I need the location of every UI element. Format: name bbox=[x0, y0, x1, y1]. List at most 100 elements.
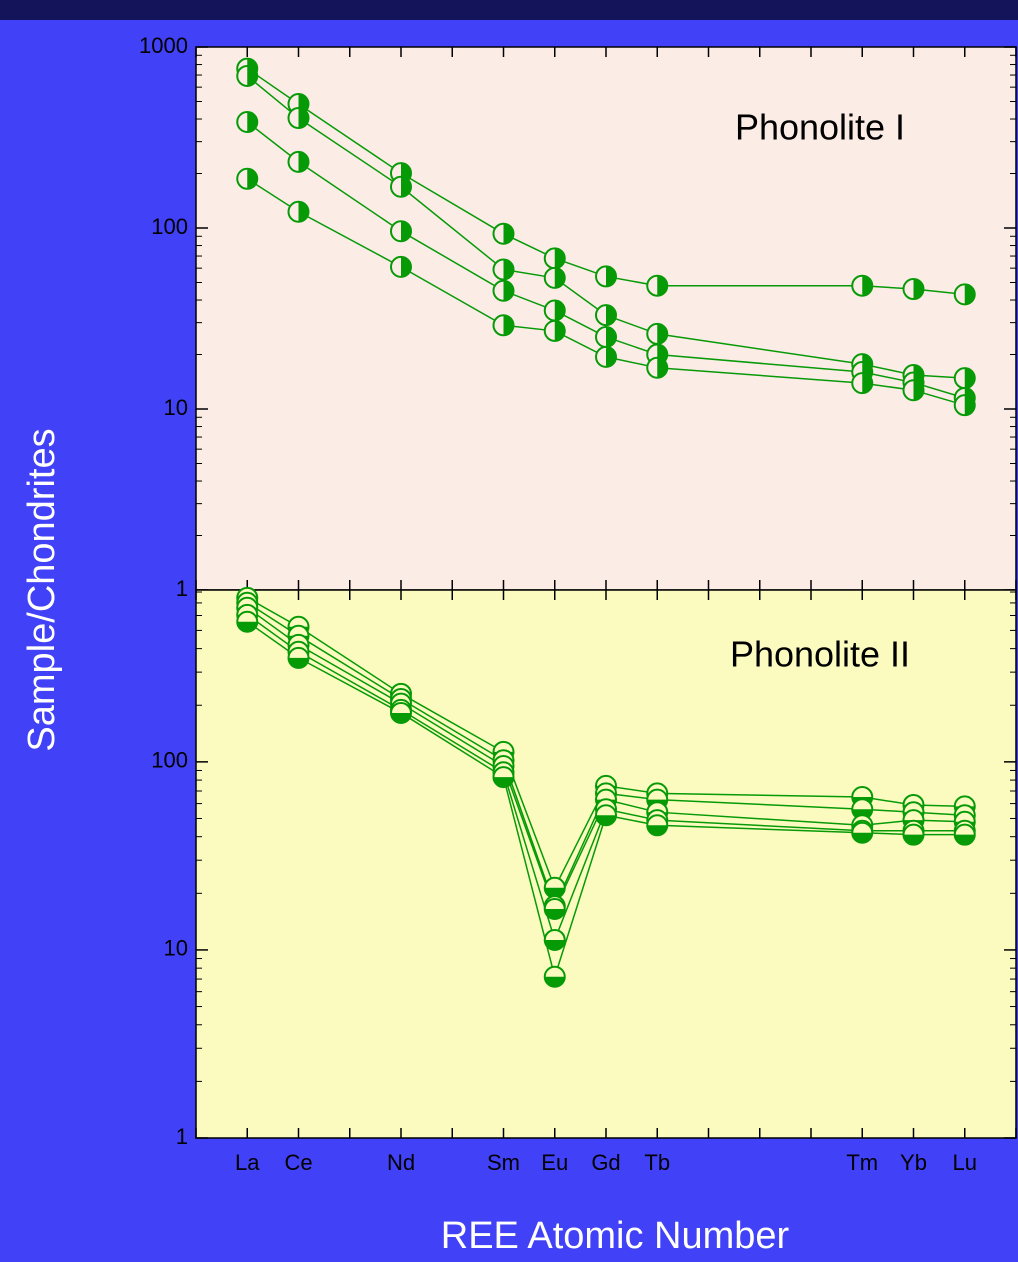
plot-frame bbox=[195, 589, 1017, 1139]
marker-half bbox=[964, 368, 975, 389]
marker-half bbox=[503, 259, 514, 280]
marker-half bbox=[544, 976, 565, 987]
marker-half bbox=[606, 305, 616, 326]
marker-half bbox=[862, 275, 873, 296]
marker-half bbox=[544, 909, 565, 920]
marker-half bbox=[903, 834, 924, 845]
series-line bbox=[246, 178, 965, 406]
marker bbox=[543, 299, 566, 322]
marker bbox=[492, 314, 515, 337]
marker-half bbox=[647, 825, 668, 836]
marker-half bbox=[852, 832, 873, 843]
panel-title: Phonolite I bbox=[735, 107, 905, 148]
marker-half bbox=[247, 112, 258, 133]
marker-half bbox=[391, 712, 412, 723]
marker bbox=[953, 367, 976, 390]
x-tick-label: Tb bbox=[644, 1150, 670, 1175]
marker bbox=[492, 279, 515, 302]
marker bbox=[595, 345, 617, 368]
marker-half bbox=[503, 223, 514, 244]
marker bbox=[646, 814, 669, 837]
x-tick-label: Eu bbox=[541, 1150, 568, 1175]
marker-half bbox=[401, 176, 412, 197]
x-tick-label: Ce bbox=[284, 1150, 312, 1175]
marker-half bbox=[657, 357, 668, 378]
marker-half bbox=[913, 380, 924, 401]
marker bbox=[595, 325, 617, 348]
marker bbox=[236, 64, 259, 87]
marker bbox=[595, 265, 617, 288]
marker bbox=[646, 356, 669, 379]
marker bbox=[390, 175, 412, 198]
marker-half bbox=[964, 395, 975, 416]
marker-half bbox=[913, 279, 924, 300]
marker-half bbox=[554, 267, 565, 288]
series-line bbox=[246, 614, 965, 943]
marker bbox=[287, 646, 310, 669]
marker bbox=[390, 220, 412, 243]
marker-half bbox=[503, 280, 514, 301]
marker bbox=[851, 372, 874, 395]
marker bbox=[543, 319, 566, 342]
marker-half bbox=[657, 275, 668, 296]
x-tick-label: Gd bbox=[591, 1150, 620, 1175]
marker bbox=[543, 898, 566, 921]
marker-half bbox=[298, 108, 309, 129]
marker bbox=[492, 258, 515, 281]
marker bbox=[236, 167, 259, 190]
y-tick-label: 10 bbox=[164, 395, 188, 420]
y-tick-label: 1000 bbox=[139, 33, 188, 58]
y-axis-label: Sample/Chondrites bbox=[21, 428, 63, 751]
x-tick-label: Nd bbox=[387, 1150, 415, 1175]
marker-half bbox=[503, 315, 514, 336]
marker bbox=[287, 107, 310, 130]
marker-half bbox=[544, 887, 565, 898]
marker bbox=[543, 247, 566, 270]
marker bbox=[851, 821, 874, 844]
x-tick-label: La bbox=[235, 1150, 260, 1175]
marker-half bbox=[298, 151, 309, 172]
marker bbox=[646, 322, 669, 345]
marker bbox=[287, 200, 310, 223]
marker bbox=[543, 965, 566, 988]
marker bbox=[236, 610, 259, 633]
series-line bbox=[246, 597, 965, 890]
marker bbox=[646, 274, 669, 297]
plot-background bbox=[196, 590, 1016, 1138]
series-line bbox=[246, 621, 965, 980]
marker bbox=[236, 111, 259, 134]
marker-half bbox=[606, 266, 616, 287]
y-tick-label: 1 bbox=[176, 1124, 188, 1149]
marker bbox=[287, 150, 310, 173]
marker-half bbox=[401, 256, 412, 277]
marker bbox=[543, 928, 566, 951]
marker-half bbox=[237, 621, 258, 632]
x-tick-label: Tm bbox=[846, 1150, 878, 1175]
series-line bbox=[246, 121, 965, 399]
marker-half bbox=[954, 834, 975, 845]
marker-half bbox=[554, 320, 565, 341]
marker bbox=[902, 278, 925, 301]
marker bbox=[851, 274, 874, 297]
marker-half bbox=[298, 201, 309, 222]
marker-half bbox=[606, 346, 616, 367]
marker bbox=[492, 766, 515, 789]
marker-half bbox=[401, 221, 412, 242]
top-bar bbox=[0, 0, 1018, 20]
marker-half bbox=[493, 777, 514, 788]
marker-half bbox=[544, 939, 565, 950]
marker-half bbox=[964, 284, 975, 305]
marker-half bbox=[554, 248, 565, 269]
marker bbox=[595, 304, 617, 327]
marker bbox=[543, 876, 566, 899]
marker bbox=[902, 379, 925, 402]
y-tick-label: 1 bbox=[176, 576, 188, 601]
x-axis-label: REE Atomic Number bbox=[441, 1215, 790, 1257]
marker-half bbox=[596, 815, 616, 826]
y-tick-label: 100 bbox=[151, 748, 188, 773]
marker bbox=[390, 701, 412, 724]
marker bbox=[390, 255, 412, 278]
series-line bbox=[246, 75, 965, 379]
marker-half bbox=[554, 300, 565, 321]
